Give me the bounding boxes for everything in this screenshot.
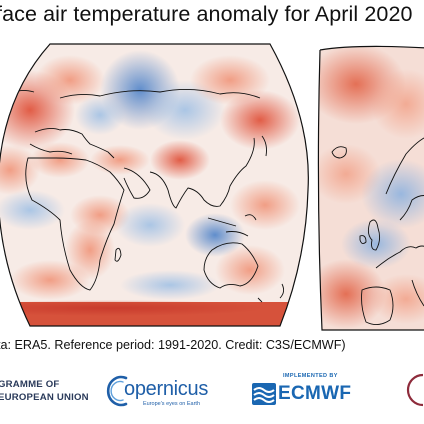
ecmwf-waves-icon [252, 383, 276, 405]
copernicus-tagline: Europe's eyes on Earth [143, 401, 201, 407]
europe-anomaly-map [317, 45, 424, 331]
copernicus-logo-text: opernicus [124, 378, 209, 400]
copernicus-c-icon [106, 375, 128, 407]
map-title: face air temperature anomaly for April 2… [0, 2, 413, 26]
ecmwf-logo-text: ECMWF [278, 383, 352, 404]
eu-programme-line2: EUROPEAN UNION [0, 391, 89, 403]
ecmwf-implemented-label: IMPLEMENTED BY [283, 373, 338, 379]
partner-logo-icon [406, 373, 424, 407]
eu-programme-line1: GRAMME OF [0, 379, 60, 390]
world-anomaly-map [0, 43, 309, 327]
eu-programme-logo: GRAMME OF EUROPEAN UNION [0, 379, 89, 404]
data-credit: ta: ERA5. Reference period: 1991-2020. C… [0, 338, 346, 352]
